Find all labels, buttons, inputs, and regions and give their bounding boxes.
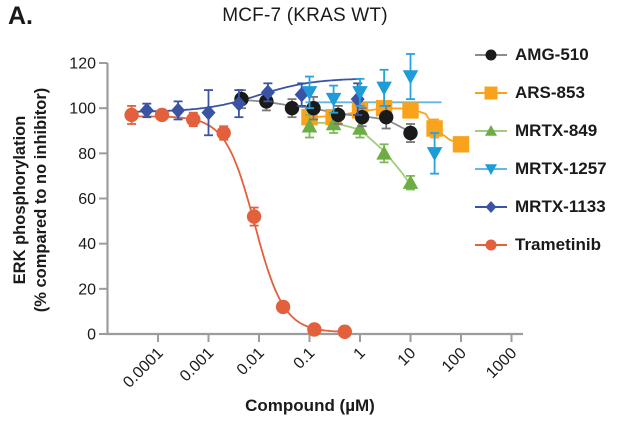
panel-label: A. <box>8 2 33 30</box>
x-tick-label: 0.0001 <box>120 345 167 392</box>
chart-title: MCF-7 (KRAS WT) <box>222 5 388 26</box>
marker <box>216 125 231 141</box>
marker <box>452 136 470 153</box>
marker <box>378 110 394 125</box>
marker <box>139 102 154 119</box>
legend-label: MRTX-849 <box>515 121 598 140</box>
legend-marker-triangle-up-icon <box>475 125 507 136</box>
marker <box>403 125 418 141</box>
legend-marker-circle-icon <box>475 239 507 251</box>
x-tick-label: 10 <box>395 345 420 370</box>
marker <box>402 102 419 119</box>
fit-curve-Trametinib <box>130 115 346 333</box>
marker <box>260 84 275 101</box>
marker <box>485 239 497 251</box>
marker <box>124 107 139 123</box>
marker <box>171 102 186 119</box>
marker <box>352 120 368 135</box>
y-tick-label: 20 <box>78 281 96 298</box>
y-tick-label: 60 <box>78 191 96 208</box>
legend-item-trametinib: Trametinib <box>474 226 607 264</box>
marker <box>325 116 342 131</box>
legend-item-mrtx-1133: MRTX-1133 <box>474 188 607 226</box>
y-tick-label: 80 <box>78 146 96 163</box>
marker <box>484 86 498 100</box>
x-tick-label: 1000 <box>483 345 520 382</box>
legend-item-ars-853: ARS-853 <box>474 74 607 112</box>
marker <box>402 174 419 189</box>
y-tick-label: 100 <box>69 101 96 118</box>
legend-label: Trametinib <box>515 235 601 254</box>
marker <box>301 118 318 133</box>
legend-label: ARS-853 <box>515 83 585 102</box>
x-tick-label: 100 <box>439 345 470 376</box>
y-tick-label: 0 <box>87 327 96 344</box>
marker <box>402 70 419 85</box>
legend-label: AMG-510 <box>515 45 589 64</box>
marker <box>325 92 342 107</box>
marker <box>284 100 300 116</box>
x-tick-label: 1 <box>351 345 369 363</box>
legend-label: MRTX-1257 <box>515 159 607 178</box>
marker <box>186 112 201 127</box>
legend-item-mrtx-849: MRTX-849 <box>474 112 607 150</box>
marker <box>376 145 392 160</box>
marker <box>301 86 318 101</box>
marker <box>275 299 291 315</box>
legend-marker-square-icon <box>475 86 507 100</box>
x-tick-label: 0.01 <box>234 345 268 379</box>
legend: AMG-510 ARS-853 MRTX-849 MRTX-1257 MRTX-1133… <box>474 36 607 264</box>
marker <box>352 86 368 101</box>
marker <box>485 125 497 136</box>
marker <box>485 49 497 61</box>
marker <box>426 147 443 162</box>
marker <box>246 209 262 224</box>
legend-marker-triangle-down-icon <box>475 164 507 175</box>
marker <box>330 107 346 123</box>
marker <box>485 201 497 213</box>
marker <box>337 324 352 339</box>
x-tick-label: 0.1 <box>291 345 319 373</box>
marker <box>376 81 392 96</box>
legend-item-mrtx-1257: MRTX-1257 <box>474 150 607 188</box>
legend-marker-diamond-icon <box>475 201 507 213</box>
legend-label: MRTX-1133 <box>515 197 606 216</box>
marker <box>201 104 216 121</box>
marker <box>485 164 497 175</box>
legend-item-amg-510: AMG-510 <box>474 36 607 74</box>
marker <box>307 322 322 337</box>
x-tick-label: 0.001 <box>177 345 217 385</box>
legend-marker-circle-icon <box>475 49 507 61</box>
y-tick-label: 40 <box>78 236 96 253</box>
marker <box>154 107 170 123</box>
x-axis-title: Compound (µM) <box>245 396 375 415</box>
y-tick-label: 120 <box>69 56 96 73</box>
marker <box>231 95 246 112</box>
